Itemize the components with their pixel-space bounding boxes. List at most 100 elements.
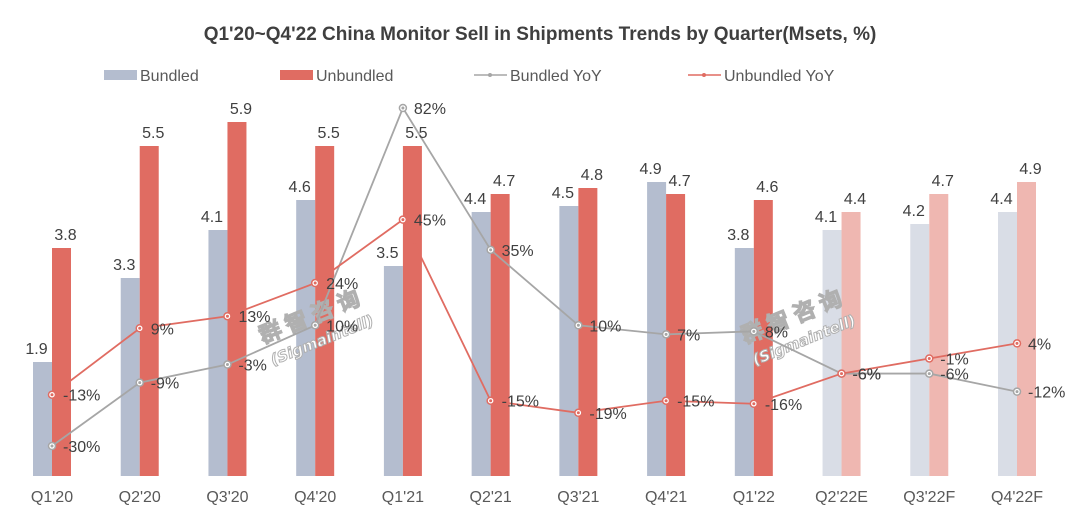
point-center-unbundled-yoy bbox=[664, 399, 668, 403]
bar-unbundled bbox=[929, 194, 949, 476]
bar-bundled bbox=[910, 224, 930, 476]
data-label-unbundled: 4.4 bbox=[844, 191, 866, 208]
bar-unbundled bbox=[315, 146, 335, 476]
data-label-bundled-yoy: -3% bbox=[238, 358, 266, 375]
data-label-bundled-yoy: -30% bbox=[63, 439, 100, 456]
x-tick-label: Q1'20 bbox=[31, 489, 73, 506]
bar-bundled bbox=[647, 182, 667, 476]
data-label-bundled: 1.9 bbox=[25, 341, 47, 358]
data-label-unbundled-yoy: -16% bbox=[765, 397, 802, 414]
lines-layer bbox=[47, 103, 1022, 451]
point-center-unbundled-yoy bbox=[401, 218, 405, 222]
data-label-bundled: 4.1 bbox=[815, 209, 837, 226]
x-tick-label: Q3'20 bbox=[206, 489, 248, 506]
data-label-bundled-yoy: -6% bbox=[940, 367, 968, 384]
legend-marker-bundled-yoy bbox=[488, 73, 492, 77]
line-bundled-yoy bbox=[51, 106, 1018, 447]
bar-unbundled bbox=[1017, 182, 1036, 476]
point-center-bundled-yoy bbox=[401, 106, 405, 110]
labels-layer: 1.9 3.8 3.3 5.5 4.1 5.9 4.6 5.5 3.5 5.5 4.4 4.7 4.5 4… bbox=[25, 101, 1065, 456]
data-label-unbundled-yoy: 13% bbox=[238, 309, 270, 326]
bar-unbundled bbox=[753, 200, 773, 476]
point-center-bundled-yoy bbox=[1015, 390, 1019, 394]
data-label-bundled: 4.9 bbox=[639, 161, 661, 178]
legend: Bundled Unbundled Bundled YoY Unbundled … bbox=[104, 68, 835, 85]
data-label-unbundled-yoy: -13% bbox=[63, 388, 100, 405]
data-label-bundled: 4.1 bbox=[201, 209, 223, 226]
x-tick-label: Q1'21 bbox=[382, 489, 424, 506]
point-center-bundled-yoy bbox=[138, 381, 142, 385]
data-label-unbundled: 4.8 bbox=[581, 167, 603, 184]
bar-unbundled bbox=[139, 146, 159, 476]
bar-bundled bbox=[734, 248, 754, 476]
data-label-bundled-yoy: 10% bbox=[326, 318, 358, 335]
data-label-unbundled-yoy: 4% bbox=[1028, 336, 1051, 353]
x-tick-label: Q2'21 bbox=[470, 489, 512, 506]
x-tick-label: Q4'22F bbox=[991, 489, 1043, 506]
data-label-bundled-yoy: -6% bbox=[853, 367, 881, 384]
data-label-unbundled-yoy: 45% bbox=[414, 213, 446, 230]
bar-unbundled bbox=[666, 194, 686, 476]
legend-swatch-unbundled bbox=[280, 70, 313, 80]
x-tick-label: Q1'22 bbox=[733, 489, 775, 506]
data-label-unbundled: 5.9 bbox=[230, 101, 252, 118]
data-label-bundled-yoy: 7% bbox=[677, 327, 700, 344]
legend-item-bundled[interactable]: Bundled bbox=[104, 68, 199, 85]
x-tick-label: Q2'20 bbox=[119, 489, 161, 506]
point-center-bundled-yoy bbox=[313, 323, 317, 327]
x-axis-ticks: Q1'20 Q2'20 Q3'20 Q4'20 Q1'21 Q2'21 Q3'21 Q4'21… bbox=[31, 489, 1043, 506]
point-center-unbundled-yoy bbox=[752, 402, 756, 406]
bar-bundled bbox=[296, 200, 316, 476]
data-label-bundled-yoy: -12% bbox=[1028, 385, 1065, 402]
bar-unbundled bbox=[52, 248, 71, 476]
point-center-unbundled-yoy bbox=[927, 356, 931, 360]
legend-label-unbundled: Unbundled bbox=[316, 68, 393, 85]
point-center-bundled-yoy bbox=[664, 332, 668, 336]
x-tick-label: Q2'22E bbox=[815, 489, 868, 506]
data-label-bundled-yoy: 82% bbox=[414, 101, 446, 118]
bar-bundled bbox=[33, 362, 52, 476]
legend-item-bundled-yoy[interactable]: Bundled YoY bbox=[474, 68, 602, 85]
line-unbundled-yoy bbox=[51, 218, 1018, 414]
x-tick-label: Q3'21 bbox=[557, 489, 599, 506]
data-label-bundled: 4.6 bbox=[289, 179, 311, 196]
point-center-unbundled-yoy bbox=[489, 399, 493, 403]
data-label-bundled: 4.4 bbox=[990, 191, 1012, 208]
x-tick-label: Q3'22F bbox=[903, 489, 955, 506]
data-label-unbundled: 4.7 bbox=[493, 173, 515, 190]
data-label-unbundled-yoy: -15% bbox=[502, 394, 539, 411]
legend-item-unbundled[interactable]: Unbundled bbox=[280, 68, 393, 85]
data-label-unbundled-yoy: -19% bbox=[589, 406, 626, 423]
data-label-bundled: 3.5 bbox=[376, 245, 398, 262]
data-label-unbundled-yoy: -15% bbox=[677, 394, 714, 411]
data-label-unbundled-yoy: -1% bbox=[940, 351, 968, 368]
legend-item-unbundled-yoy[interactable]: Unbundled YoY bbox=[688, 68, 835, 85]
point-center-unbundled-yoy bbox=[138, 326, 142, 330]
data-label-bundled: 3.8 bbox=[727, 227, 749, 244]
bar-bundled bbox=[120, 278, 140, 476]
point-center-bundled-yoy bbox=[489, 248, 493, 252]
point-center-bundled-yoy bbox=[576, 323, 580, 327]
data-label-bundled-yoy: -9% bbox=[151, 376, 179, 393]
data-label-bundled-yoy: 35% bbox=[502, 243, 534, 260]
bar-bundled bbox=[559, 206, 579, 476]
data-label-unbundled-yoy: 24% bbox=[326, 276, 358, 293]
bar-unbundled bbox=[402, 146, 422, 476]
point-center-bundled-yoy bbox=[752, 329, 756, 333]
legend-swatch-bundled bbox=[104, 70, 137, 80]
bar-unbundled bbox=[841, 212, 861, 476]
bars-layer bbox=[33, 122, 1036, 476]
point-center-unbundled-yoy bbox=[313, 281, 317, 285]
x-tick-label: Q4'20 bbox=[294, 489, 336, 506]
data-label-unbundled: 4.9 bbox=[1019, 161, 1041, 178]
data-label-unbundled: 5.5 bbox=[405, 125, 427, 142]
data-label-unbundled: 4.7 bbox=[932, 173, 954, 190]
point-center-unbundled-yoy bbox=[576, 411, 580, 415]
legend-marker-unbundled-yoy bbox=[702, 73, 706, 77]
point-center-bundled-yoy bbox=[225, 363, 229, 367]
data-label-unbundled: 4.7 bbox=[668, 173, 690, 190]
point-center-unbundled-yoy bbox=[1015, 341, 1019, 345]
legend-label-bundled: Bundled bbox=[140, 68, 199, 85]
x-tick-label: Q4'21 bbox=[645, 489, 687, 506]
